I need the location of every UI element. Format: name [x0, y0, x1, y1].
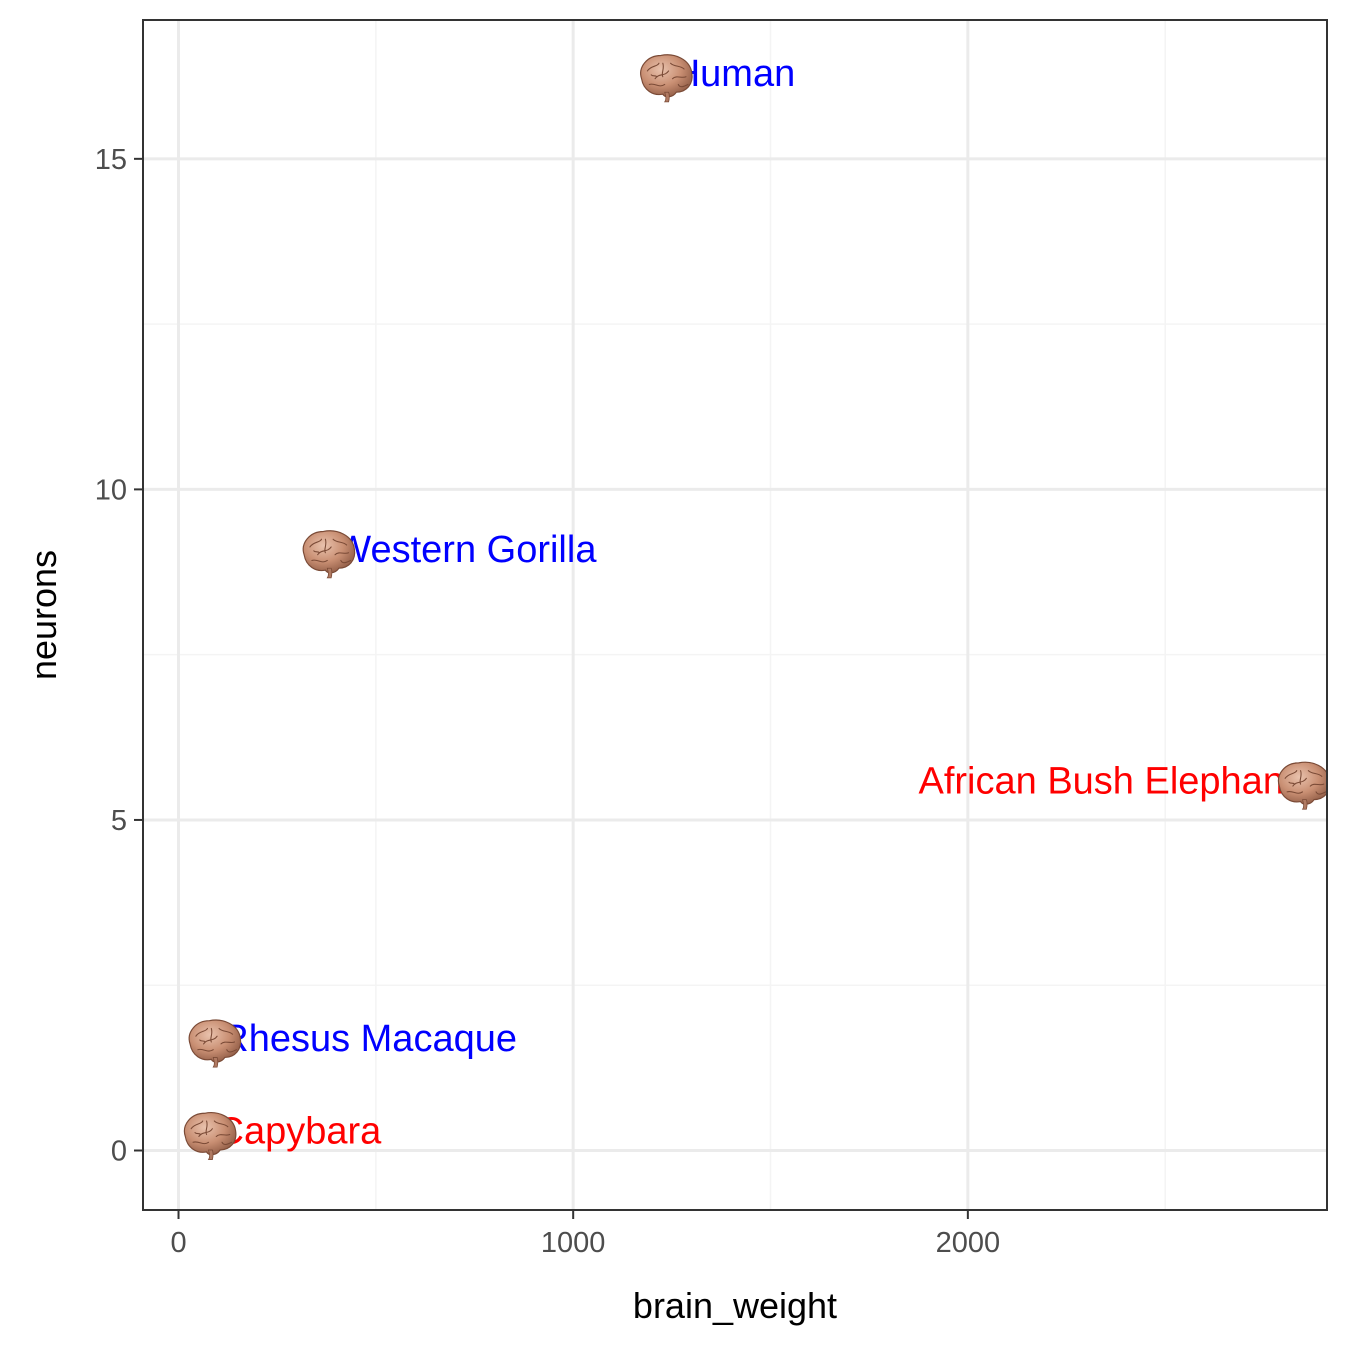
- x-axis-title: brain_weight: [633, 1285, 837, 1326]
- brain-icon: [640, 54, 693, 103]
- panel-background: [143, 20, 1327, 1210]
- data-points: Capybara Rhesus Macaque Western Gorilla Hum…: [183, 53, 1327, 1161]
- y-tick-label: 0: [111, 1136, 127, 1168]
- x-tick-label: 0: [170, 1227, 186, 1259]
- point-label-human: Human: [673, 53, 796, 95]
- brain-icon: [183, 1112, 237, 1161]
- point-label-african-bush-elephant: African Bush Elephant: [919, 760, 1295, 802]
- brain-icon: [188, 1019, 242, 1068]
- point-label-rhesus-macaque: Rhesus Macaque: [221, 1018, 517, 1060]
- y-tick-label: 5: [111, 805, 127, 837]
- grid-lines: [143, 20, 1327, 1210]
- data-point-rhesus-macaque: Rhesus Macaque: [188, 1018, 517, 1068]
- y-tick-label: 10: [95, 474, 127, 506]
- point-label-capybara: Capybara: [217, 1111, 383, 1153]
- data-point-capybara: Capybara: [183, 1111, 383, 1161]
- data-point-western-gorilla: Western Gorilla: [302, 529, 597, 579]
- brain-icon: [302, 530, 356, 579]
- x-tick-label: 2000: [936, 1227, 1001, 1259]
- panel-border: [142, 19, 1328, 1211]
- point-label-western-gorilla: Western Gorilla: [335, 529, 597, 571]
- data-point-african-bush-elephant: African Bush Elephant: [919, 760, 1327, 810]
- x-tick-label: 1000: [541, 1227, 606, 1259]
- y-axis-title: neurons: [23, 550, 64, 680]
- y-tick-label: 15: [95, 144, 127, 176]
- data-point-human: Human: [640, 53, 796, 103]
- axes: 0 1000 2000 0 5 10 15: [95, 144, 1000, 1259]
